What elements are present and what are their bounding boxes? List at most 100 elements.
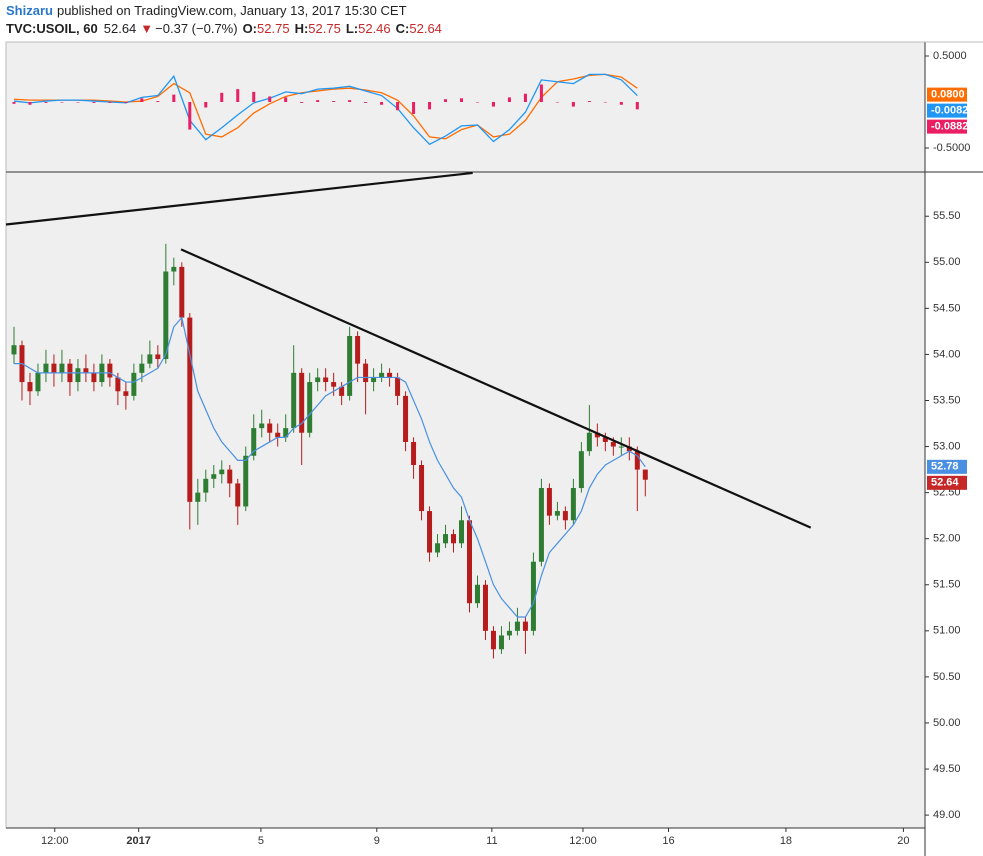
histogram-bar [28, 101, 32, 105]
candle-body [147, 354, 153, 364]
x-tick-label: 12:00 [569, 835, 597, 847]
histogram-bar [507, 97, 511, 102]
histogram-bar [603, 101, 607, 103]
candle-body [618, 446, 624, 448]
histogram-bar [76, 101, 80, 103]
last-value-box [927, 459, 967, 474]
histogram-bar [523, 93, 527, 102]
candle-body [570, 488, 576, 521]
candle-body [219, 469, 225, 475]
histogram-bar [635, 101, 639, 110]
histogram-bar [44, 101, 48, 103]
candle-body [75, 368, 81, 383]
open-label: O: [243, 21, 257, 36]
candle-body [195, 492, 201, 502]
macd-line [13, 73, 638, 146]
y-tick-label: 54.00 [933, 348, 961, 360]
candle-body [466, 520, 472, 604]
candle-body [490, 630, 496, 650]
candle-body [291, 372, 297, 429]
histogram-bar [444, 99, 448, 102]
low-value: 52.46 [358, 21, 391, 36]
candle-body [387, 372, 393, 378]
author[interactable]: Shizaru [6, 3, 53, 18]
histogram-bar [204, 101, 208, 108]
candle-body [562, 511, 568, 521]
candle-body [339, 386, 345, 396]
candle-body [602, 437, 608, 442]
candle-body [315, 377, 321, 383]
candle-body [139, 363, 145, 373]
candle-body [187, 317, 193, 502]
candle-body [363, 363, 369, 383]
candle-body [482, 584, 488, 631]
y-tick-label: 49.50 [933, 763, 961, 775]
candle-body [267, 423, 273, 433]
x-tick-label: 9 [374, 835, 380, 847]
histogram-bar [428, 101, 432, 110]
candle-body [474, 584, 480, 604]
macd-line [13, 73, 638, 140]
last-value-label: 52.78 [931, 461, 959, 473]
candle-body [43, 363, 49, 373]
candle-body [443, 534, 449, 544]
histogram-bar [539, 84, 543, 102]
candle-body [498, 635, 504, 650]
histogram-bar [124, 101, 128, 103]
candle-body [307, 382, 313, 433]
histogram-bar [332, 101, 336, 102]
histogram-bar [12, 101, 16, 104]
histogram-bar [60, 101, 64, 103]
x-tick-label: 18 [780, 835, 792, 847]
candle-body [11, 345, 17, 355]
histogram-bar [236, 89, 240, 102]
last-value-box [927, 475, 967, 490]
change: −0.37 (−0.7%) [155, 21, 237, 36]
histogram-bar [364, 101, 368, 103]
candle-body [634, 451, 640, 470]
candle-body [347, 336, 353, 396]
y-tick-label: 50.50 [933, 671, 961, 683]
x-tick-label: 2017 [126, 835, 150, 847]
histogram-bar [491, 101, 495, 107]
candle-body [642, 469, 648, 480]
histogram-bar [412, 101, 416, 114]
x-tick-label: 11 [486, 835, 497, 847]
histogram-bar [555, 101, 559, 103]
candle-body [427, 511, 433, 553]
last-value-box [927, 87, 967, 102]
histogram-bar [396, 101, 400, 111]
y-tick-label: 53.00 [933, 440, 961, 452]
candle-body [355, 336, 361, 364]
histogram-bar [587, 101, 591, 102]
y-tick-label: 54.50 [933, 302, 961, 314]
y-tick-label: 55.50 [933, 210, 961, 222]
histogram-bar [316, 100, 320, 102]
x-tick-label: 12:00 [41, 835, 69, 847]
candle-body [411, 441, 417, 465]
candle-body [203, 478, 209, 493]
candle-body [451, 534, 457, 544]
candle-body [211, 474, 217, 479]
histogram-bar [172, 94, 176, 102]
histogram-bar [571, 101, 575, 107]
candle-body [259, 423, 265, 429]
header-line-1: Shizaru published on TradingView.com, Jan… [6, 3, 407, 18]
histogram-bar [92, 101, 96, 103]
candle-body [83, 368, 89, 373]
candle-body [179, 266, 185, 318]
last-price: 52.64 [104, 21, 137, 36]
candle-body [35, 372, 41, 392]
change-arrow: ▼ [140, 21, 153, 36]
y-tick-label: 49.00 [933, 809, 961, 821]
candle-body [123, 391, 129, 396]
histogram-bar [460, 98, 464, 102]
histogram-bar [380, 101, 384, 105]
candle-body [235, 483, 241, 507]
candle-body [107, 363, 113, 378]
y-tick-label: -0.5000 [933, 142, 970, 154]
close-label: C: [396, 21, 410, 36]
histogram-bar [188, 101, 192, 130]
candle-body [275, 432, 281, 438]
candle-body [323, 377, 329, 383]
